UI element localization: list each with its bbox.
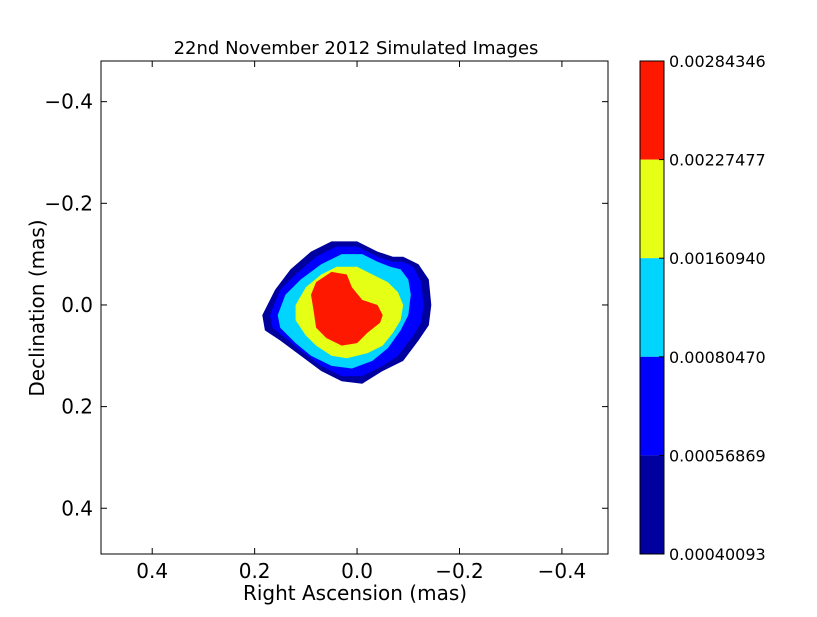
colorbar: 0.00284346 0.00227477 0.00160940 0.00080470… [639,52,766,564]
colorbar-tick-label: 0.00040093 [669,545,766,564]
y-tick-label: 0.0 [61,293,93,317]
colorbar-segment-4 [640,61,664,160]
y-tick-label: −0.2 [44,191,93,215]
y-axis-label: Declination (mas) [25,219,49,396]
plot-frame [100,60,609,555]
x-tick-label: −0.4 [538,559,587,583]
colorbar-frame [639,60,665,555]
colorbar-segment-0 [640,455,664,554]
colorbar-segment-2 [640,258,664,357]
colorbar-segment-3 [640,159,664,259]
x-tick-label: −0.2 [435,559,484,583]
colorbar-tick-label: 0.00227477 [669,151,766,170]
colorbar-tick-label: 0.00080470 [669,348,766,367]
x-axis: 0.4 0.2 0.0 −0.2 −0.4 [136,61,586,583]
x-tick-label: 0.0 [341,559,373,583]
colorbar-tick-label: 0.00160940 [669,249,766,268]
y-axis: −0.4 −0.2 0.0 0.2 0.4 [44,90,608,520]
y-tick-label: 0.4 [61,496,93,520]
colorbar-tick-label: 0.00056869 [669,446,766,465]
y-tick-label: −0.4 [44,90,93,114]
x-axis-label: Right Ascension (mas) [243,581,467,605]
colorbar-tick-label: 0.00284346 [669,52,766,71]
x-tick-label: 0.4 [136,559,168,583]
y-tick-label: 0.2 [61,395,93,419]
colorbar-segment-1 [640,356,664,456]
chart-title: 22nd November 2012 Simulated Images [174,38,539,59]
plot-area [262,241,432,384]
contour-region-4 [311,271,383,346]
x-tick-label: 0.2 [239,559,271,583]
